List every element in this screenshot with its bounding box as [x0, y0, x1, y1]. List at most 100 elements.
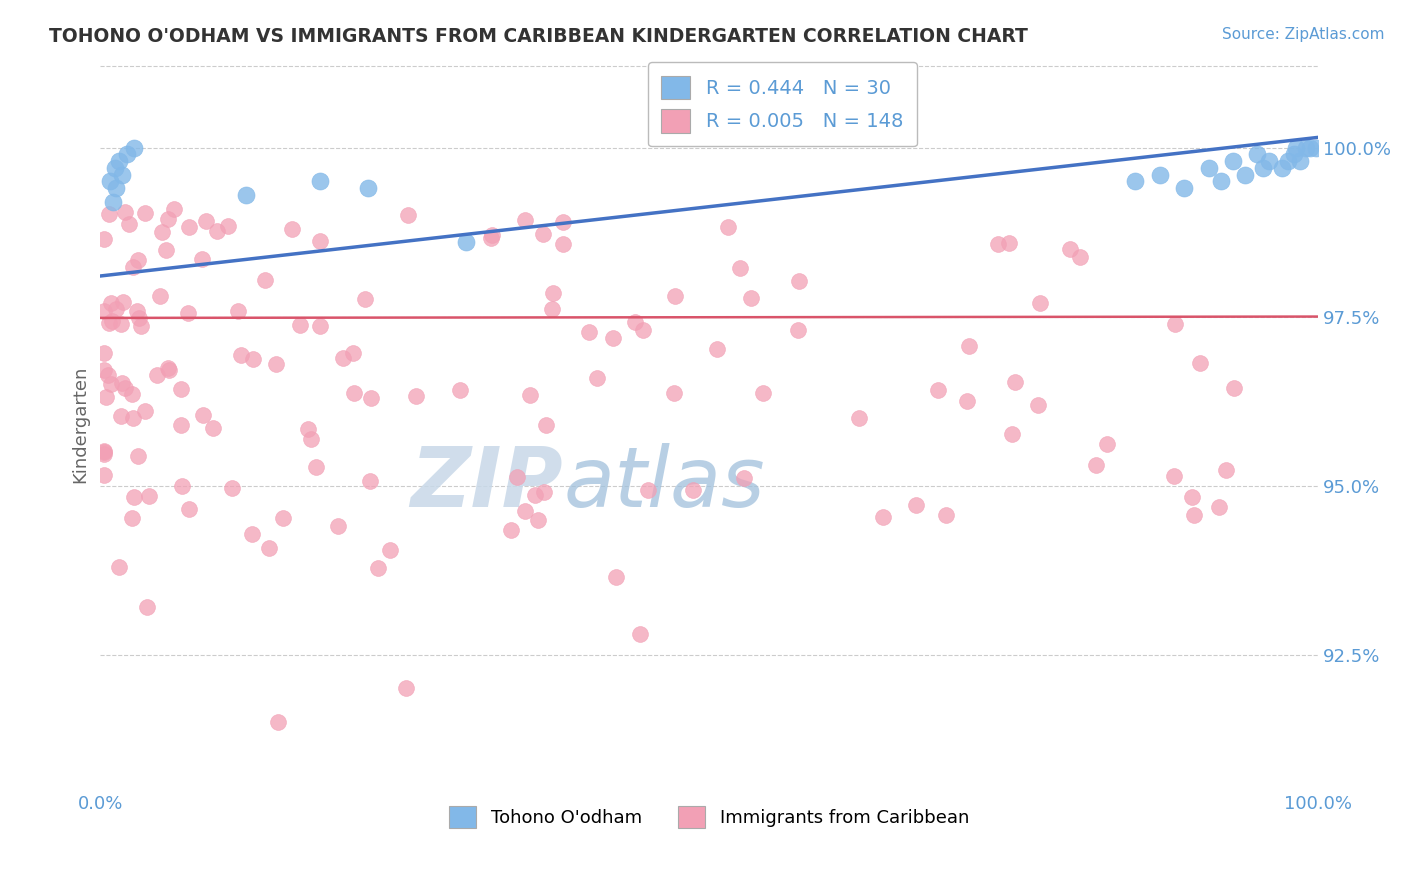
Point — [1277, 154, 1299, 169]
Point — [193, 408, 215, 422]
Point — [138, 489, 160, 503]
Point — [1209, 174, 1232, 188]
Point — [786, 323, 808, 337]
Point — [135, 600, 157, 615]
Point — [281, 222, 304, 236]
Point — [717, 219, 740, 234]
Point — [253, 272, 276, 286]
Point — [308, 174, 330, 188]
Point — [396, 208, 419, 222]
Point — [93, 232, 115, 246]
Point — [240, 527, 263, 541]
Point — [110, 409, 132, 423]
Point — [1246, 147, 1268, 161]
Point — [405, 389, 427, 403]
Point — [118, 217, 141, 231]
Point — [1163, 468, 1185, 483]
Point — [1164, 317, 1187, 331]
Point — [1069, 250, 1091, 264]
Point — [905, 498, 928, 512]
Point — [1001, 427, 1024, 442]
Point — [1181, 490, 1204, 504]
Point — [551, 215, 574, 229]
Point — [1198, 161, 1220, 175]
Point — [454, 235, 477, 250]
Point — [1084, 458, 1107, 472]
Point — [93, 346, 115, 360]
Point — [94, 390, 117, 404]
Point — [101, 314, 124, 328]
Point — [1298, 140, 1320, 154]
Point — [1029, 296, 1052, 310]
Point — [101, 194, 124, 209]
Text: ZIP: ZIP — [411, 442, 564, 524]
Point — [98, 207, 121, 221]
Point — [706, 343, 728, 357]
Point — [1223, 381, 1246, 395]
Point — [540, 302, 562, 317]
Point — [191, 252, 214, 266]
Point — [107, 154, 129, 169]
Point — [395, 681, 418, 696]
Point — [541, 286, 564, 301]
Point — [129, 319, 152, 334]
Point — [98, 316, 121, 330]
Point — [305, 460, 328, 475]
Point — [1173, 181, 1195, 195]
Point — [360, 392, 382, 406]
Point — [872, 510, 894, 524]
Point — [242, 352, 264, 367]
Point — [297, 422, 319, 436]
Point — [534, 418, 557, 433]
Point — [110, 317, 132, 331]
Point — [201, 420, 224, 434]
Text: atlas: atlas — [564, 442, 765, 524]
Point — [354, 292, 377, 306]
Point — [299, 433, 322, 447]
Point — [235, 187, 257, 202]
Point — [752, 386, 775, 401]
Point — [308, 234, 330, 248]
Point — [1004, 375, 1026, 389]
Point — [1215, 463, 1237, 477]
Point — [93, 447, 115, 461]
Point — [662, 386, 685, 401]
Point — [332, 351, 354, 365]
Point — [733, 471, 755, 485]
Point — [128, 449, 150, 463]
Point — [1188, 356, 1211, 370]
Point — [100, 296, 122, 310]
Y-axis label: Kindergarten: Kindergarten — [72, 366, 89, 483]
Point — [342, 346, 364, 360]
Point — [956, 394, 979, 409]
Point — [1305, 140, 1327, 154]
Point — [115, 147, 138, 161]
Point — [308, 319, 330, 334]
Point — [170, 417, 193, 432]
Point — [682, 483, 704, 498]
Point — [146, 368, 169, 383]
Point — [217, 219, 239, 233]
Point — [149, 289, 172, 303]
Point — [157, 212, 180, 227]
Point — [134, 404, 156, 418]
Point — [479, 231, 502, 245]
Point — [98, 174, 121, 188]
Point — [127, 252, 149, 267]
Point — [728, 260, 751, 275]
Point — [124, 140, 146, 154]
Point — [100, 377, 122, 392]
Text: Source: ZipAtlas.com: Source: ZipAtlas.com — [1222, 27, 1385, 42]
Point — [179, 502, 201, 516]
Point — [449, 383, 471, 397]
Text: TOHONO O'ODHAM VS IMMIGRANTS FROM CARIBBEAN KINDERGARTEN CORRELATION CHART: TOHONO O'ODHAM VS IMMIGRANTS FROM CARIBB… — [49, 27, 1028, 45]
Point — [927, 383, 949, 397]
Point — [163, 202, 186, 216]
Point — [533, 485, 555, 500]
Point — [531, 227, 554, 241]
Point — [628, 627, 651, 641]
Point — [378, 543, 401, 558]
Point — [506, 469, 529, 483]
Point — [1234, 168, 1257, 182]
Point — [179, 220, 201, 235]
